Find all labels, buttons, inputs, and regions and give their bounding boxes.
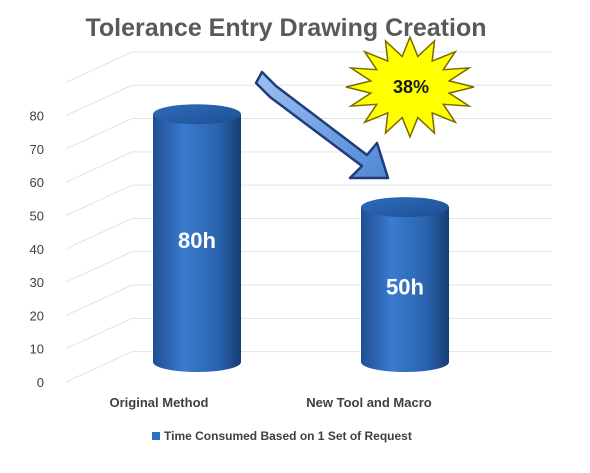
bar-body <box>153 114 241 373</box>
legend-swatch <box>152 432 160 440</box>
bar-top <box>361 197 449 218</box>
bar-data-label: 50h <box>386 275 424 300</box>
gridline <box>65 251 552 283</box>
x-category-label: New Tool and Macro <box>306 395 431 410</box>
bar-data-label: 80h <box>178 228 216 253</box>
gridline <box>65 317 552 350</box>
y-axis-ticks: 0 10 20 30 40 50 60 70 80 <box>30 109 44 390</box>
percentage-starburst: 38% <box>345 35 475 139</box>
y-tick-label: 30 <box>30 275 44 290</box>
y-tick-label: 60 <box>30 175 44 190</box>
y-tick-label: 20 <box>30 308 44 323</box>
decrease-arrow-icon <box>254 70 390 180</box>
bar-body <box>361 207 449 372</box>
gridline <box>65 184 552 216</box>
x-axis-categories: Original Method New Tool and Macro <box>110 395 432 410</box>
legend-label: Time Consumed Based on 1 Set of Request <box>164 429 412 443</box>
gridlines <box>65 51 552 383</box>
bar-top <box>153 104 241 125</box>
y-tick-label: 50 <box>30 209 44 224</box>
y-tick-label: 70 <box>30 142 44 157</box>
chart-title: Tolerance Entry Drawing Creation <box>85 14 486 42</box>
starburst-label: 38% <box>393 77 429 97</box>
gridline <box>65 284 552 316</box>
gridline <box>65 151 552 183</box>
gridline <box>65 217 552 250</box>
y-tick-label: 0 <box>37 375 44 390</box>
y-tick-label: 10 <box>30 342 44 357</box>
legend: Time Consumed Based on 1 Set of Request <box>152 429 412 443</box>
x-category-label: Original Method <box>110 395 209 410</box>
gridline <box>65 351 552 383</box>
y-tick-label: 40 <box>30 242 44 257</box>
starburst-icon <box>345 35 475 139</box>
gridline <box>65 51 552 83</box>
bars: 80h 50h <box>153 104 449 373</box>
bar: 50h <box>361 197 449 372</box>
bar: 80h <box>153 104 241 373</box>
y-tick-label: 80 <box>30 109 44 124</box>
